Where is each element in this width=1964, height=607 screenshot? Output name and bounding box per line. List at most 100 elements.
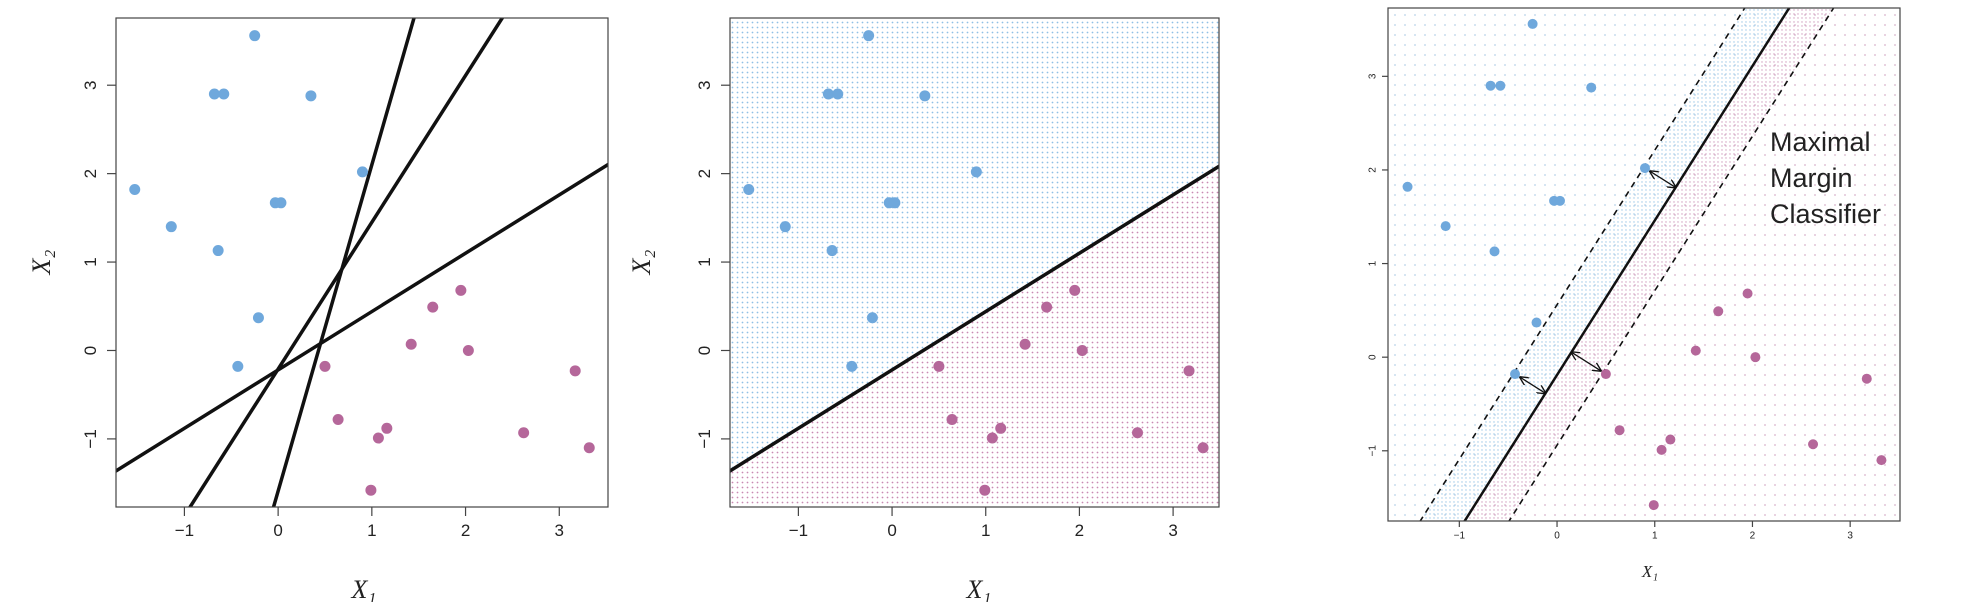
y-tick-label: 0 [81,346,100,355]
y-axis-label: X₂ [627,250,656,276]
data-point [986,432,998,444]
separating-line [116,162,608,473]
data-point [1861,373,1872,384]
y-tick-label: 0 [1368,354,1379,360]
separating-line [271,18,416,507]
data-point [779,221,791,233]
separating-line [187,18,505,507]
data-point [970,166,982,178]
y-tick-label: 3 [81,80,100,89]
data-point [995,422,1007,434]
data-point [332,413,344,425]
data-point [1614,425,1625,436]
data-point [946,413,958,425]
data-point [1402,181,1413,192]
data-point [1665,434,1676,445]
region-shading [730,18,1219,471]
margin-arrow [1571,352,1600,371]
y-tick-label: 2 [81,169,100,178]
data-point [1489,246,1500,257]
x-tick-label: 3 [555,521,564,540]
data-point [319,360,331,372]
plot-frame [1387,7,1901,522]
data-point [1554,195,1565,206]
y-tick-label: 2 [1368,167,1379,173]
plot-area [116,18,608,507]
x-tick-label: 2 [1750,531,1756,542]
data-point [889,197,901,209]
x-axis-label: X₁ [351,575,377,602]
separating-line [730,164,1219,473]
x-axis-label: X₁ [1641,562,1658,581]
data-point [1531,317,1542,328]
y-tick-label: 2 [695,169,714,178]
data-point [165,221,177,233]
plot-area [1388,8,1900,521]
annotation: Maximal [1770,127,1871,157]
y-tick-label: 1 [695,257,714,266]
x-tick-label: 0 [273,521,282,540]
y-tick-label: −1 [1368,445,1379,457]
x-tick-label: 0 [1554,531,1560,542]
data-point [1808,439,1819,450]
y-tick-label: 1 [81,257,100,266]
x-tick-label: 1 [981,521,990,540]
data-point [1183,365,1195,377]
data-point [933,360,945,372]
plot-area [730,18,1219,507]
data-point [1197,442,1209,454]
data-point [372,432,384,444]
x-axis-label: X₁ [966,575,992,602]
panel: −1 0 1 2 3 −1 0 1 2 3 X₁ Maximal Margin Classifier [1368,7,1901,581]
data-point [1639,163,1650,174]
annotation: Margin [1770,163,1853,193]
data-point [866,312,878,324]
data-point [1600,369,1611,380]
data-point [826,245,838,257]
data-point [1440,221,1451,232]
data-point [252,312,264,324]
x-tick-label: 3 [1847,531,1853,542]
margin-shading [1420,8,1790,521]
y-tick-label: 3 [695,80,714,89]
data-point [356,166,368,178]
data-point [1742,288,1753,299]
data-point [1495,80,1506,91]
y-tick-label: 0 [695,346,714,355]
x-tick-label: −1 [175,521,194,540]
data-point [462,344,474,356]
data-point [1132,427,1143,439]
data-point [743,184,755,196]
region-shading [730,166,1219,507]
data-point [305,90,317,102]
x-tick-label: −1 [1454,531,1466,542]
data-point [212,245,224,257]
data-point [1485,80,1496,91]
margin-arrow [1520,377,1545,393]
data-point [365,484,377,496]
data-point [979,484,991,496]
data-point [1586,82,1597,93]
data-point [1690,345,1701,356]
data-point [832,88,844,100]
panel: −1 0 1 2 3 −1 0 1 2 3 X₁ X₂ [27,17,609,604]
data-point [275,197,287,209]
separating-line [1463,8,1791,521]
data-point [846,360,858,372]
data-point [427,301,439,313]
data-point [1041,301,1053,313]
x-tick-label: −1 [789,521,808,540]
data-point [208,88,220,100]
x-tick-label: 1 [1652,531,1658,542]
y-tick-label: −1 [695,429,714,448]
x-tick-label: 2 [461,521,470,540]
data-point [583,442,595,454]
data-point [1527,18,1538,29]
data-point [1876,455,1887,466]
margin-line [1508,8,1835,521]
y-tick-label: −1 [81,429,100,448]
data-point [1069,284,1081,296]
data-point [455,284,467,296]
data-point [129,184,141,196]
